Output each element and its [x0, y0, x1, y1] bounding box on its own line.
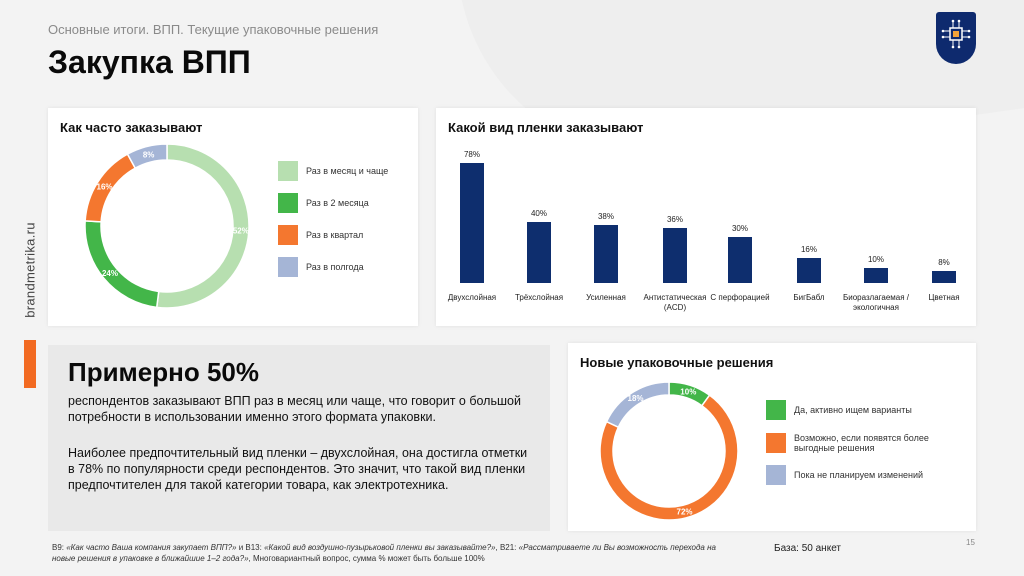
legend-item: Возможно, если появятся более выгодные р…	[766, 433, 966, 453]
bar	[527, 221, 551, 283]
bar-category-label: Антистатическая (ACD)	[643, 293, 707, 312]
bar-value-label: 10%	[867, 254, 884, 264]
accent-bar	[24, 340, 36, 388]
legend-item: Раз в месяц и чаще	[278, 161, 388, 181]
donut-label: 16%	[97, 182, 113, 191]
legend-item: Раз в 2 месяца	[278, 193, 369, 213]
legend-item: Раз в квартал	[278, 225, 363, 245]
chip-logo-icon	[936, 12, 976, 64]
donut-label: 72%	[677, 508, 693, 517]
summary-paragraph-1: респондентов заказывают ВПП раз в месяц …	[68, 394, 521, 424]
bar	[594, 224, 618, 283]
legend-swatch	[766, 433, 786, 453]
donut-label: 10%	[680, 388, 696, 397]
legend-swatch	[278, 193, 298, 213]
donut-label: 18%	[628, 394, 644, 403]
legend-swatch	[766, 465, 786, 485]
bar	[728, 236, 752, 283]
bar-value-label: 36%	[666, 214, 683, 224]
bar-category-label: БигБабл	[793, 293, 825, 302]
legend-item: Пока не планируем изменений	[766, 465, 966, 485]
bar	[797, 258, 821, 283]
bar-category-label: Цветная	[928, 293, 960, 302]
legend-swatch	[766, 400, 786, 420]
frequency-card: Как часто заказывают 52% 24% 16% 8% Раз в м…	[48, 108, 418, 326]
bar-value-label: 38%	[597, 211, 614, 221]
film-type-bar-chart: 78% Двухслойная 40% Трёхслойная 38% Усиленная…	[436, 108, 976, 326]
legend-item: Раз в полгода	[278, 257, 364, 277]
film-type-title: Какой вид пленки заказывают	[448, 120, 644, 135]
bar-value-label: 16%	[800, 245, 817, 255]
bar-value-label: 78%	[463, 150, 480, 160]
bar-category-label: Трёхслойная	[514, 293, 564, 302]
bar-value-label: 8%	[938, 257, 950, 267]
film-type-card: Какой вид пленки заказывают 78% Двухслойн…	[436, 108, 976, 326]
donut-slice	[605, 381, 670, 429]
donut-label: 52%	[233, 227, 249, 236]
bar-category-label: Биоразлагаемая / экологичная	[842, 293, 910, 312]
donut-slice	[599, 394, 739, 521]
page-number: 15	[966, 538, 975, 547]
new-solutions-donut: 10% 72% 18%	[599, 381, 739, 521]
summary-paragraph-2: Наиболее предпочтительный вид пленки – д…	[68, 446, 528, 492]
sample-base: База: 50 анкет	[774, 543, 841, 554]
new-solutions-card: Новые упаковочные решения 10% 72% 18% Да, …	[568, 343, 976, 531]
legend-item: Да, активно ищем варианты	[766, 400, 966, 420]
page-title: Закупка ВПП	[48, 44, 251, 80]
legend-swatch	[278, 257, 298, 277]
frequency-title: Как часто заказывают	[60, 120, 203, 135]
bar	[663, 227, 687, 283]
bar-category-label: Двухслойная	[447, 293, 497, 302]
legend-swatch	[278, 161, 298, 181]
donut-label: 24%	[102, 269, 118, 278]
brand-vertical: brandmetrika.ru	[22, 222, 38, 318]
bar	[460, 163, 484, 283]
frequency-donut: 52% 24% 16% 8%	[84, 143, 250, 309]
footnote: В9: «Как часто Ваша компания закупает ВП…	[52, 543, 716, 563]
donut-label: 8%	[143, 150, 155, 159]
new-solutions-title: Новые упаковочные решения	[580, 355, 774, 370]
summary-headline: Примерно 50%	[68, 357, 259, 387]
section-subtitle: Основные итоги. ВПП. Текущие упаковочные…	[48, 22, 379, 37]
donut-slice	[84, 220, 160, 309]
bar-value-label: 30%	[731, 223, 748, 233]
bar	[932, 270, 956, 283]
bar-value-label: 40%	[530, 208, 547, 218]
donut-slice	[126, 143, 168, 170]
bar-category-label: Усиленная	[586, 293, 626, 302]
legend-swatch	[278, 225, 298, 245]
summary-box: Примерно 50% респондентов заказывают ВПП…	[48, 345, 550, 531]
bar	[864, 267, 888, 283]
bar-category-label: С перфорацией	[710, 293, 770, 302]
